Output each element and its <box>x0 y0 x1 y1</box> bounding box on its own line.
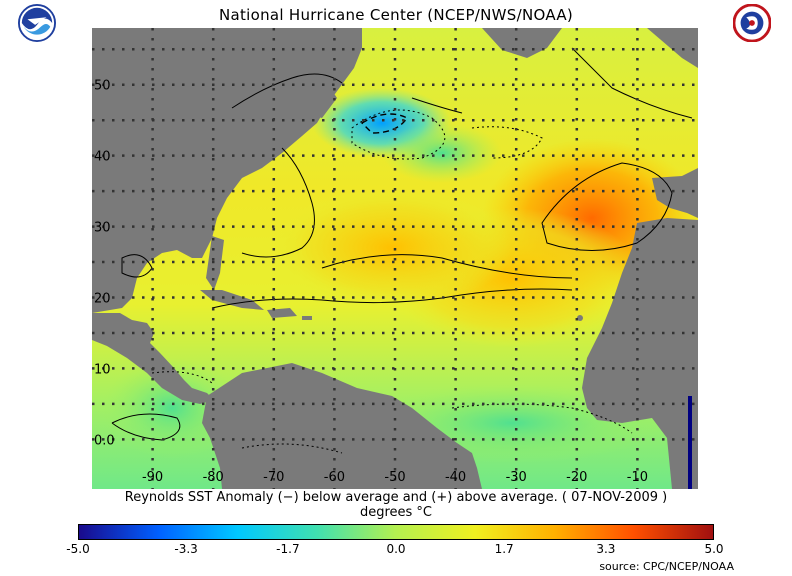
page-title: National Hurricane Center (NCEP/NWS/NOAA… <box>218 6 574 24</box>
longitude-label: -80 <box>203 470 224 485</box>
latitude-label: 30 <box>94 221 111 236</box>
colorbar <box>78 524 714 540</box>
cool-anomaly-north <box>382 123 502 183</box>
nws-logo <box>733 4 771 42</box>
latitude-label: 20 <box>94 292 111 307</box>
colorbar-tick-label: -5.0 <box>66 542 90 556</box>
longitude-label: -90 <box>142 470 163 485</box>
latitude-label: 40 <box>94 150 111 165</box>
colorbar-tick-label: -3.3 <box>174 542 198 556</box>
longitude-label: -50 <box>384 470 405 485</box>
longitude-label: -60 <box>324 470 345 485</box>
latitude-label: 10 <box>94 362 111 377</box>
colorbar-tick-label: 5.0 <box>704 542 724 556</box>
map-caption: Reynolds SST Anomaly (−) below average a… <box>124 490 668 505</box>
latitude-label: 50 <box>94 79 111 94</box>
colorbar-tick-label: 3.3 <box>596 542 616 556</box>
longitude-label: -20 <box>566 470 587 485</box>
longitude-label: -10 <box>627 470 648 485</box>
sst-anomaly-map: -90 -80 -70 -60 -50 -40 -30 -20 -10 50 40 30 20 10 0.… <box>92 28 698 489</box>
source-credit: source: CPC/NCEP/NOAA <box>599 560 734 573</box>
longitude-label: -70 <box>263 470 284 485</box>
longitude-label: -40 <box>445 470 466 485</box>
colorbar-tick-label: 1.7 <box>494 542 514 556</box>
lat-lon-grid <box>92 28 698 489</box>
longitude-labels: -90 -80 -70 -60 -50 -40 -30 -20 -10 <box>142 470 648 485</box>
longitude-label: -30 <box>506 470 527 485</box>
latitude-labels: 50 40 30 20 10 0.0 <box>94 79 115 449</box>
cool-anomaly-pacific <box>102 358 242 458</box>
warm-anomaly-west <box>272 188 512 308</box>
colorbar-tick-label: 0.0 <box>386 542 406 556</box>
colorbar-ticks: -5.0 -3.3 -1.7 0.0 1.7 3.3 5.0 <box>0 542 792 558</box>
noaa-logo <box>18 4 56 42</box>
contours <box>111 47 693 441</box>
colorbar-tick-label: -1.7 <box>276 542 300 556</box>
units-label: degrees °C <box>359 505 433 520</box>
latitude-label: 0.0 <box>94 433 115 448</box>
